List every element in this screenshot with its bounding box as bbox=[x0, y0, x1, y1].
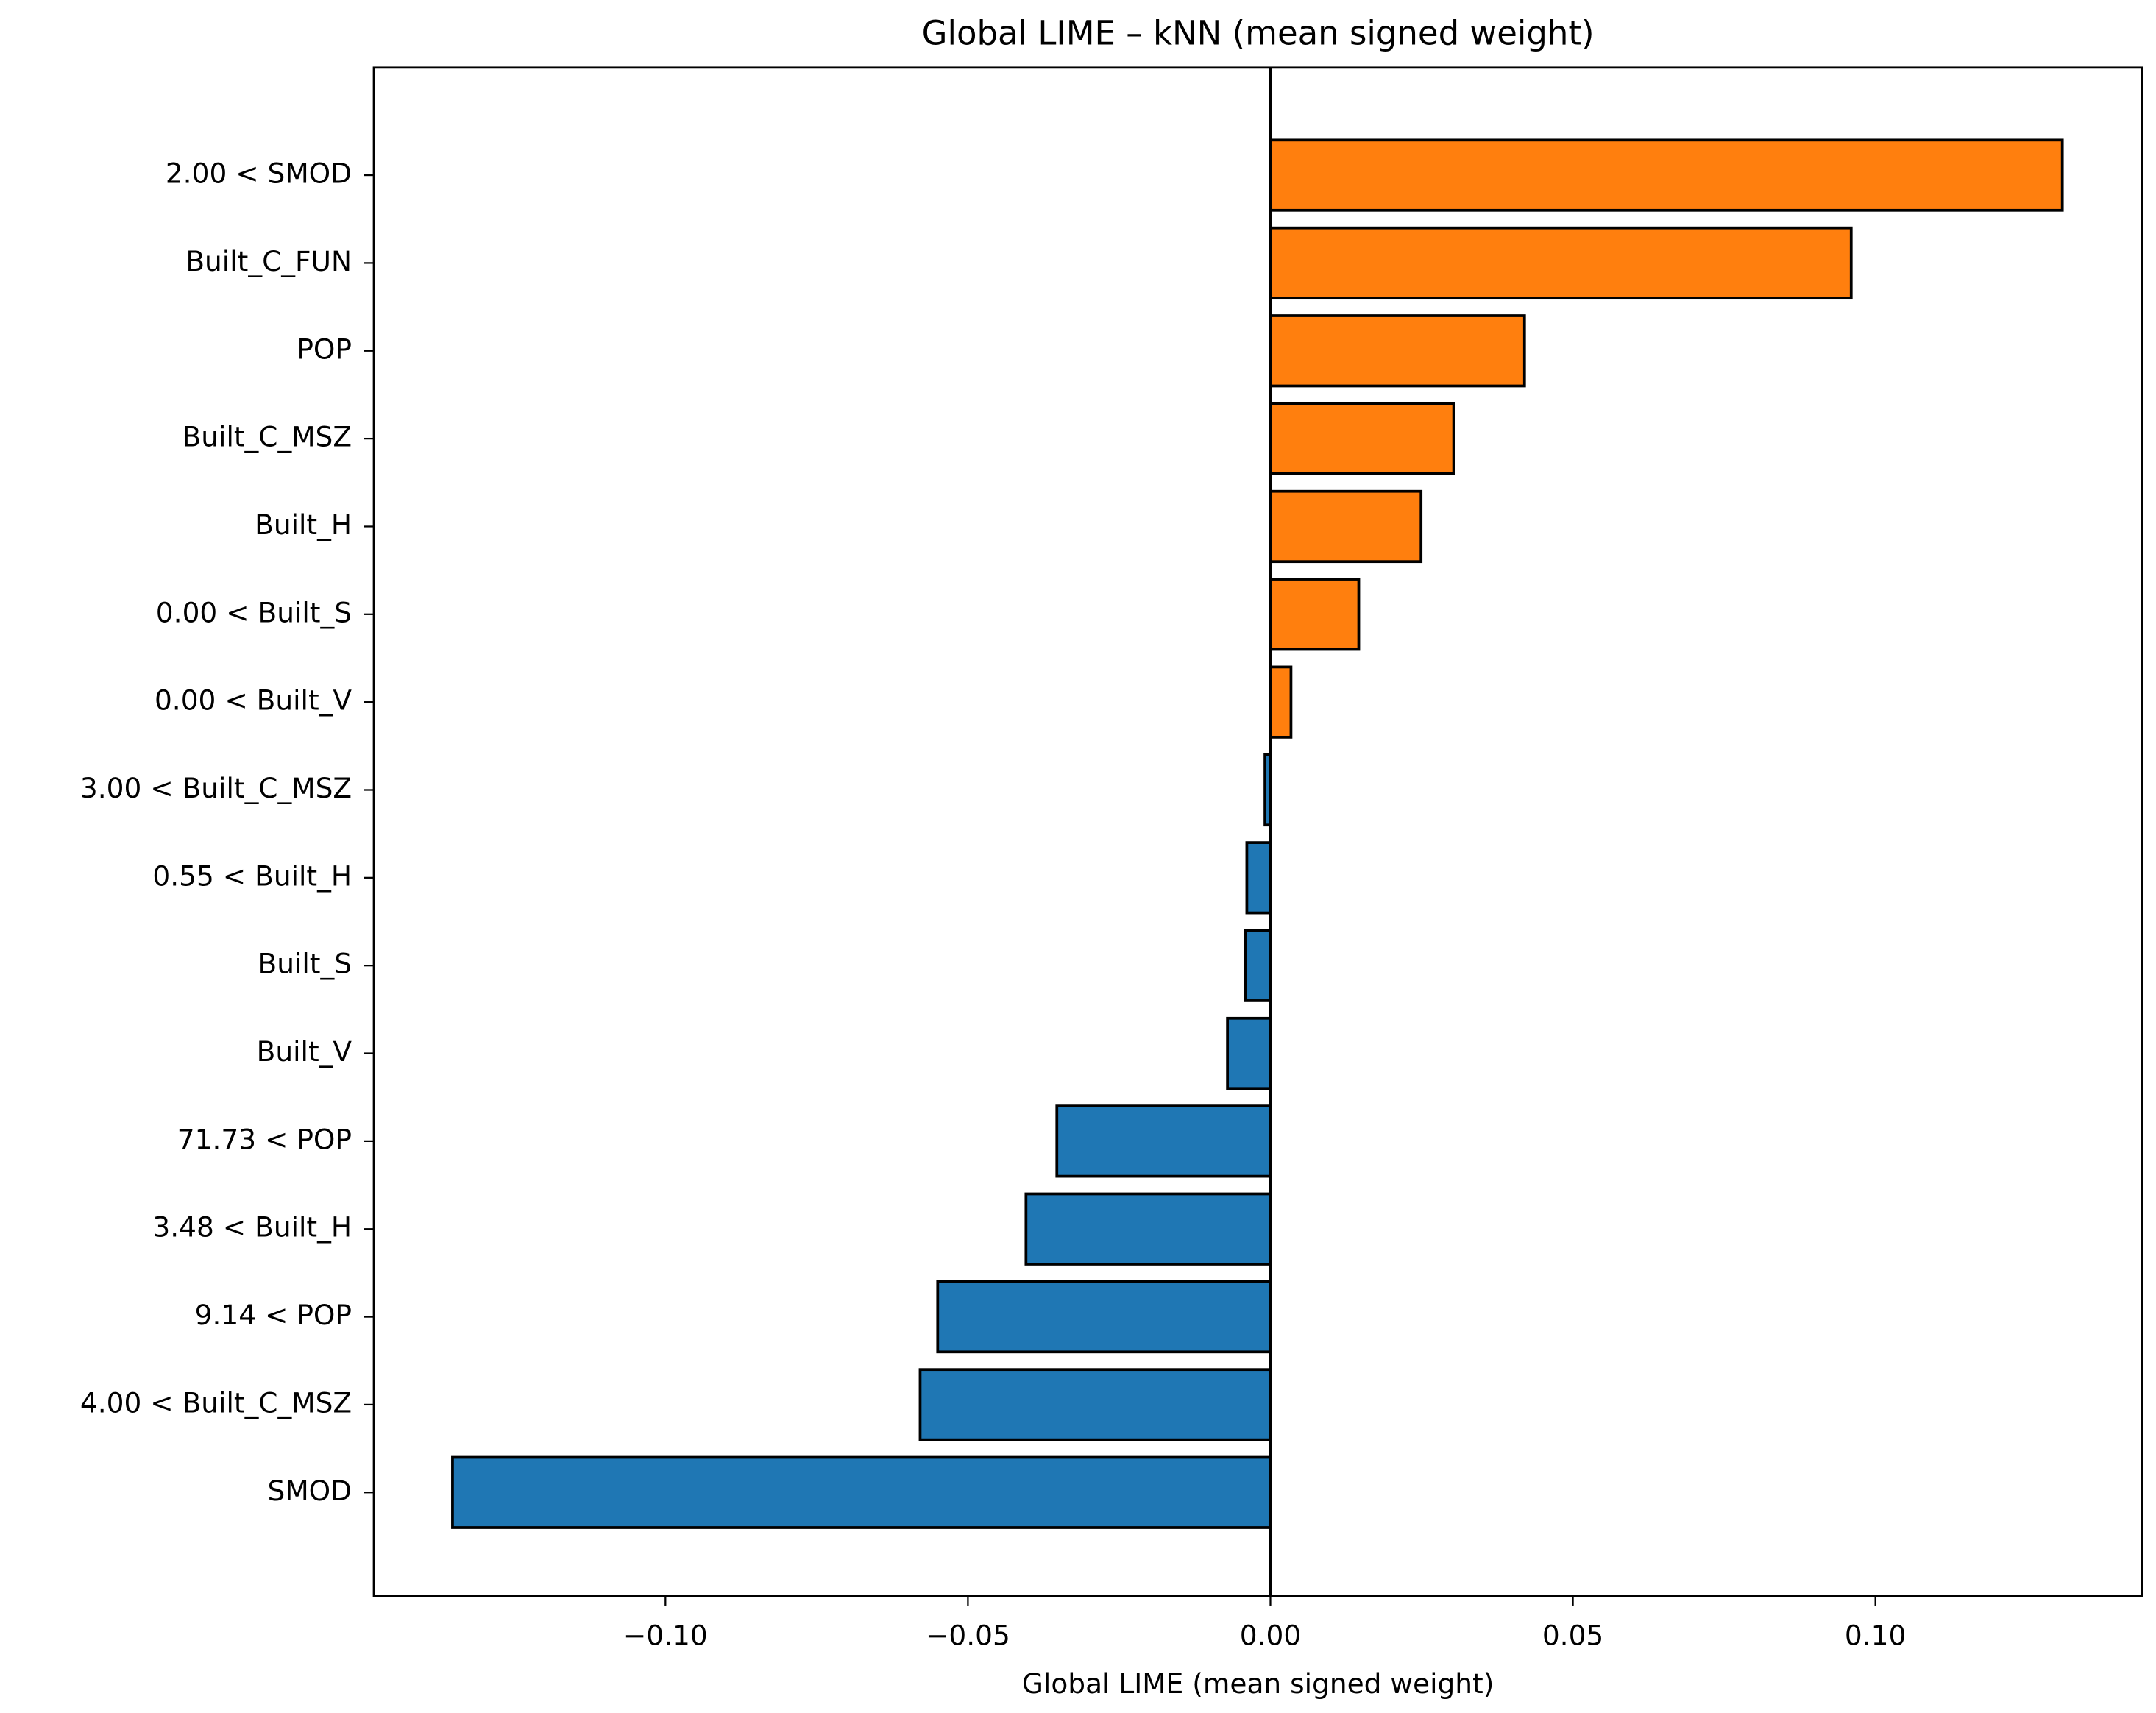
y-tick-label: Built_S bbox=[258, 948, 352, 980]
y-tick-label: 3.00 < Built_C_MSZ bbox=[80, 772, 352, 804]
y-tick-label: Built_V bbox=[257, 1035, 352, 1068]
bar bbox=[1024, 1192, 1272, 1266]
x-tick-label: 0.10 bbox=[1845, 1620, 1906, 1652]
y-tick-label: 0.00 < Built_S bbox=[156, 596, 352, 628]
y-tick-label: Built_C_FUN bbox=[185, 245, 352, 277]
x-tick-label: 0.00 bbox=[1240, 1620, 1301, 1652]
y-tick-label: 9.14 < POP bbox=[195, 1299, 352, 1331]
bar bbox=[918, 1368, 1272, 1441]
x-tick-label: 0.05 bbox=[1542, 1620, 1603, 1652]
y-tick-label: POP bbox=[297, 333, 352, 365]
y-tick-label: 0.55 < Built_H bbox=[152, 859, 352, 892]
bar bbox=[1269, 226, 1853, 300]
x-tick-label: −0.10 bbox=[623, 1620, 708, 1652]
plot-frame bbox=[372, 66, 2143, 1597]
bar bbox=[1269, 138, 2064, 212]
x-tick-label: −0.05 bbox=[926, 1620, 1010, 1652]
bar bbox=[1269, 578, 1361, 651]
bar bbox=[1269, 314, 1526, 388]
y-tick-label: 0.00 < Built_V bbox=[155, 684, 352, 717]
y-tick-label: Built_H bbox=[255, 508, 352, 541]
x-axis-label: Global LIME (mean signed weight) bbox=[1022, 1667, 1494, 1700]
bar bbox=[1245, 841, 1272, 915]
y-tick-label: Built_C_MSZ bbox=[182, 421, 352, 453]
bar bbox=[1055, 1104, 1272, 1178]
bar bbox=[1269, 402, 1455, 475]
y-tick-label: 4.00 < Built_C_MSZ bbox=[80, 1386, 352, 1419]
y-tick-label: 3.48 < Built_H bbox=[152, 1211, 352, 1244]
bar bbox=[1269, 489, 1423, 564]
bar bbox=[1226, 1016, 1272, 1090]
bar bbox=[451, 1455, 1272, 1529]
y-tick-label: 71.73 < POP bbox=[177, 1123, 352, 1155]
bar bbox=[1244, 929, 1272, 1002]
y-tick-label: 2.00 < SMOD bbox=[166, 157, 352, 190]
chart-title: Global LIME – kNN (mean signed weight) bbox=[922, 14, 1595, 53]
y-tick-label: SMOD bbox=[268, 1475, 352, 1507]
bar bbox=[1269, 665, 1293, 739]
bar bbox=[936, 1280, 1272, 1354]
